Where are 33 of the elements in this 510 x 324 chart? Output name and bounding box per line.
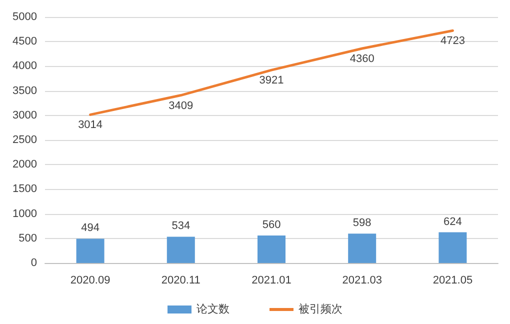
- y-tick-label: 5000: [12, 11, 37, 23]
- bar: [438, 232, 467, 263]
- y-tick-label: 3500: [12, 84, 37, 97]
- y-tick-label: 0: [30, 257, 37, 269]
- x-tick-label: 2021.01: [252, 274, 292, 286]
- data-label: 560: [262, 218, 281, 231]
- y-tick-label: 2500: [12, 134, 37, 146]
- bar: [166, 236, 195, 263]
- data-label: 3409: [168, 100, 194, 112]
- y-tick-label: 1500: [12, 183, 37, 196]
- data-label: 3014: [78, 119, 103, 132]
- x-tick-label: 2020.11: [161, 274, 200, 286]
- x-tick-label: 2021.05: [432, 274, 473, 286]
- data-label: 4360: [350, 52, 374, 65]
- x-tick-label: 2020.09: [70, 274, 110, 286]
- bar: [258, 235, 286, 263]
- y-tick-label: 500: [18, 232, 37, 244]
- data-label: 624: [444, 216, 462, 228]
- y-tick-label: 2000: [12, 158, 37, 171]
- y-tick-label: 1000: [12, 208, 37, 220]
- data-label: 534: [172, 220, 190, 232]
- data-label: 494: [81, 222, 100, 234]
- bar: [348, 234, 376, 263]
- legend-label: 论文数: [196, 302, 230, 316]
- y-tick-label: 4500: [12, 36, 37, 48]
- y-tick-label: 3000: [12, 109, 37, 122]
- data-label: 3921: [259, 74, 284, 87]
- y-tick-label: 4000: [12, 60, 37, 72]
- bar: [76, 238, 104, 263]
- data-label: 598: [352, 217, 372, 230]
- x-tick-label: 2021.03: [342, 274, 382, 286]
- data-label: 4723: [440, 35, 465, 48]
- legend-label: 被引频次: [298, 302, 342, 316]
